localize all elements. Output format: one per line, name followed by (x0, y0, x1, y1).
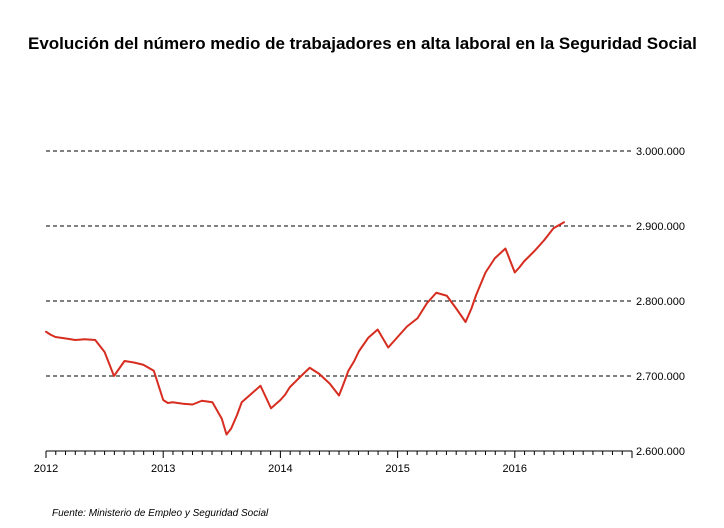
chart-title: Evolución del número medio de trabajador… (28, 34, 697, 53)
source-note: Fuente: Ministerio de Empleo y Seguridad… (52, 508, 269, 519)
y-tick-label: 2.600.000 (636, 446, 685, 458)
x-axis: 2012 2013 2014 2015 2016 (34, 451, 633, 475)
series-group (45, 221, 566, 436)
series-line (45, 221, 566, 436)
y-tick-label: 2.700.000 (636, 371, 685, 383)
y-tick-label: 3.000.000 (636, 146, 685, 158)
x-tick-label: 2016 (503, 463, 527, 475)
gridlines (46, 150, 632, 452)
y-axis-labels: 2.600.000 2.700.000 2.800.000 2.900.000 3.00… (636, 146, 685, 458)
x-tick-label: 2015 (385, 463, 409, 475)
x-tick-label: 2013 (151, 463, 175, 475)
x-tick-label: 2012 (34, 463, 58, 475)
x-tick-label: 2014 (268, 463, 292, 475)
y-tick-label: 2.900.000 (636, 221, 685, 233)
y-tick-label: 2.800.000 (636, 296, 685, 308)
